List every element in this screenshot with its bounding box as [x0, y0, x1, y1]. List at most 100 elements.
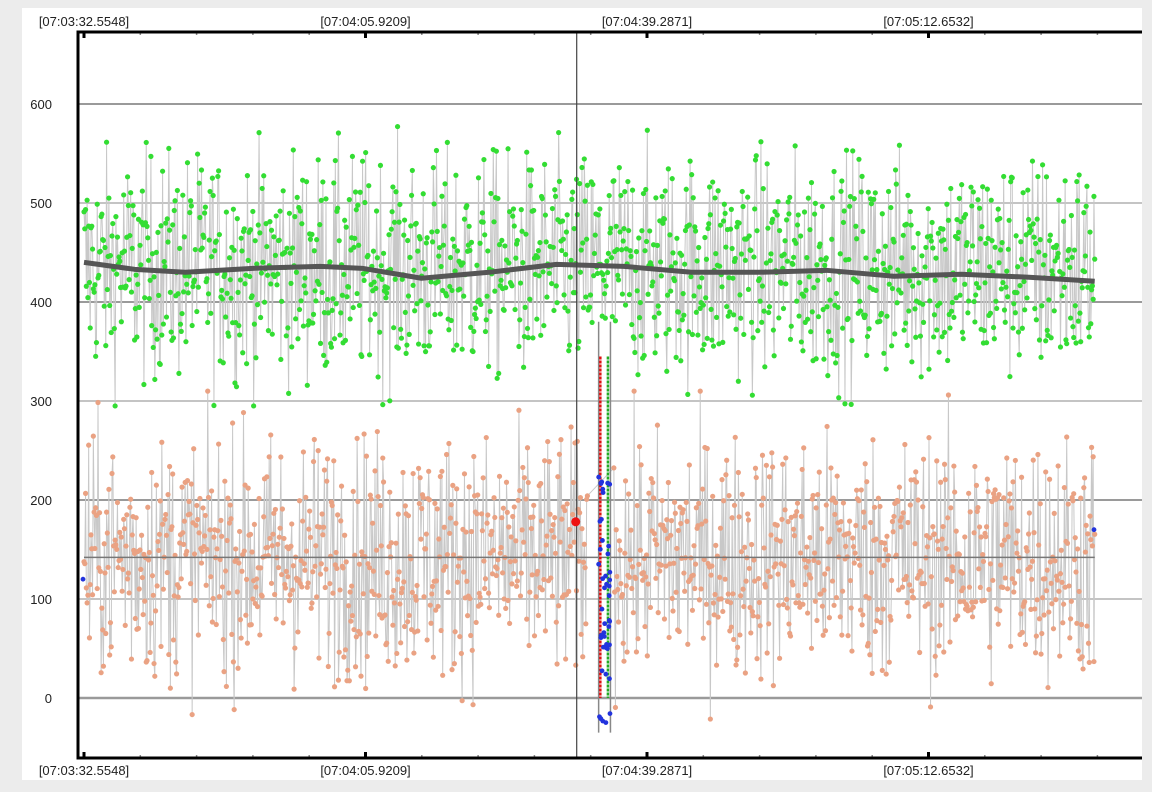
data-point — [405, 293, 412, 299]
data-point — [756, 276, 762, 282]
data-point — [319, 511, 325, 517]
data-point — [250, 208, 256, 215]
data-point — [102, 570, 108, 576]
data-point — [1001, 307, 1008, 313]
data-point — [969, 203, 975, 209]
data-point — [398, 326, 404, 332]
data-point — [417, 475, 423, 481]
data-point — [707, 716, 713, 722]
data-point — [1046, 237, 1053, 244]
data-point — [966, 584, 973, 590]
data-point — [434, 228, 440, 234]
data-point — [834, 473, 840, 479]
data-point — [485, 590, 492, 596]
data-point — [1072, 535, 1078, 541]
data-point — [365, 561, 371, 567]
data-point — [715, 614, 721, 620]
data-point — [169, 524, 175, 530]
data-point — [1085, 325, 1092, 331]
data-point — [310, 311, 317, 317]
data-point — [285, 325, 291, 331]
data-point — [496, 242, 503, 248]
data-point — [948, 185, 954, 192]
data-point — [987, 264, 993, 270]
data-point — [980, 552, 986, 558]
data-point — [1041, 612, 1047, 618]
data-point — [1071, 491, 1077, 497]
data-point — [398, 640, 404, 646]
data-point — [609, 314, 615, 320]
data-point — [468, 632, 474, 639]
data-point — [903, 320, 909, 326]
data-point — [520, 464, 526, 471]
data-point — [892, 167, 899, 173]
data-point — [676, 327, 682, 334]
data-point — [103, 343, 109, 349]
data-point — [294, 194, 300, 200]
data-point — [884, 313, 890, 319]
data-point — [997, 247, 1004, 253]
data-point — [958, 219, 964, 225]
data-point — [103, 509, 110, 515]
data-point — [819, 603, 825, 609]
data-point — [675, 527, 682, 534]
data-point — [728, 206, 734, 212]
data-point — [222, 478, 228, 484]
data-point — [430, 654, 436, 660]
data-point — [84, 197, 90, 203]
data-point — [1026, 510, 1032, 516]
data-point — [533, 594, 539, 600]
data-point — [310, 458, 317, 465]
data-point — [406, 612, 412, 619]
data-point — [567, 543, 573, 550]
data-point — [151, 660, 157, 667]
data-point — [840, 500, 846, 506]
data-point — [167, 685, 173, 691]
data-point — [177, 245, 183, 252]
data-point — [275, 541, 281, 547]
data-point — [208, 310, 214, 316]
data-point — [706, 620, 712, 626]
data-point — [646, 490, 652, 496]
data-point — [966, 490, 972, 496]
data-point — [656, 310, 662, 316]
data-point — [351, 626, 357, 633]
data-point — [493, 148, 499, 154]
data-point — [634, 502, 640, 509]
data-point — [535, 612, 541, 619]
data-point — [1092, 531, 1098, 537]
data-point — [202, 533, 208, 539]
data-point — [249, 549, 255, 555]
data-point — [643, 186, 649, 193]
data-point — [390, 622, 396, 628]
data-point — [139, 188, 145, 194]
data-point — [893, 552, 899, 558]
data-point — [176, 584, 182, 591]
data-point — [664, 517, 670, 523]
data-point — [439, 193, 445, 199]
data-point — [345, 667, 351, 673]
data-point — [380, 479, 387, 485]
data-point — [960, 585, 966, 591]
data-point — [723, 472, 729, 478]
data-point — [435, 603, 441, 609]
data-point — [892, 331, 898, 337]
data-point — [674, 235, 680, 241]
data-point — [361, 277, 367, 283]
data-point — [615, 619, 622, 625]
data-point — [687, 158, 693, 164]
data-point — [840, 325, 846, 331]
data-point — [803, 564, 809, 570]
data-point — [321, 524, 327, 530]
data-point — [1013, 540, 1019, 546]
data-point — [546, 459, 552, 465]
data-point — [299, 221, 305, 227]
data-point — [645, 291, 651, 297]
data-point — [1061, 284, 1067, 290]
data-point — [505, 146, 511, 152]
data-point — [159, 332, 165, 338]
data-point — [1080, 666, 1086, 672]
data-point — [282, 249, 288, 256]
data-point — [264, 474, 270, 480]
